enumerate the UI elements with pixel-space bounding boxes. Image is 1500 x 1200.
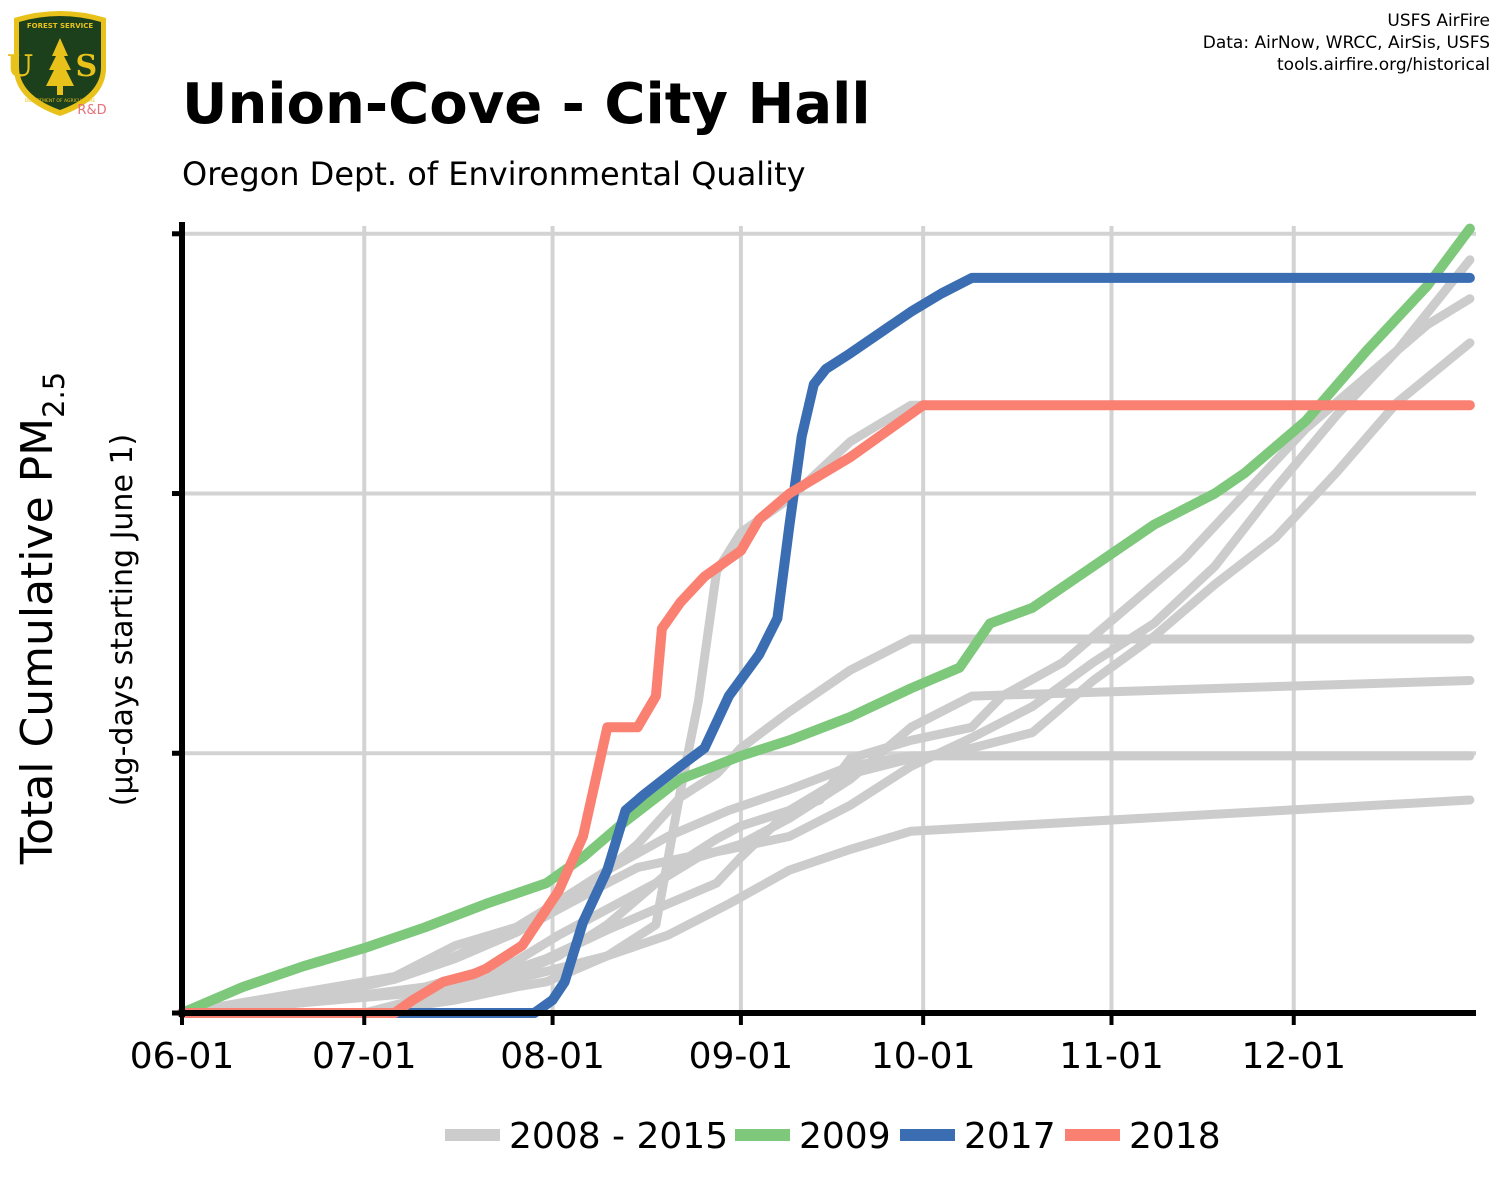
credits: USFS AirFire Data: AirNow, WRCC, AirSis,…: [1203, 10, 1490, 76]
series-line-2009: [177, 223, 1475, 1018]
legend-label: 2018: [1129, 1116, 1221, 1157]
x-tick-label: 11-01: [1059, 1036, 1164, 1077]
x-tick-label: 06-01: [130, 1036, 235, 1077]
axes: [172, 222, 1476, 1025]
y-axis-label-subscript: 2.5: [37, 372, 71, 418]
x-tick-label: 12-01: [1241, 1036, 1346, 1077]
y-axis-sublabel: (µg-days starting June 1): [105, 434, 140, 806]
series-layer: [177, 223, 1475, 1018]
series-line-2008-2015: [177, 400, 1475, 1018]
legend: 2008 - 2015 2009 2017 2018: [445, 1116, 1221, 1157]
series-line-2008-2015: [177, 255, 1475, 1018]
series-line-2008-2015: [177, 634, 1475, 1018]
tree-icon: [46, 38, 74, 86]
x-tick-label: 07-01: [312, 1036, 417, 1077]
x-tick-label: 10-01: [871, 1036, 976, 1077]
page-title: Union-Cove - City Hall: [182, 72, 871, 137]
credit-line: USFS AirFire: [1387, 11, 1490, 31]
legend-label: 2017: [964, 1116, 1056, 1157]
series-line-2008-2015: [177, 294, 1475, 1018]
series-line-2018: [177, 400, 1475, 1018]
credit-line: Data: AirNow, WRCC, AirSis, USFS: [1202, 33, 1490, 53]
logo-top-text: FOREST SERVICE: [27, 22, 94, 30]
logo-rd-tag: R&D: [77, 103, 106, 118]
x-tick-labels: 06-01 07-01 08-01 09-01 10-01 11-01 12-01: [130, 1036, 1346, 1077]
y-axis-label: Total Cumulative PM2.5: [12, 372, 71, 865]
logo-bottom-text: DEPARTMENT OF AGRICULTURE: [25, 98, 96, 104]
logo-letters: U S: [8, 49, 113, 84]
credit-line: tools.airfire.org/historical: [1277, 55, 1490, 75]
legend-label: 2008 - 2015: [509, 1116, 728, 1157]
legend-label: 2009: [799, 1116, 891, 1157]
series-line-2017: [177, 272, 1475, 1018]
x-tick-label: 09-01: [689, 1036, 794, 1077]
grid: [180, 226, 1476, 1015]
page-subtitle: Oregon Dept. of Environmental Quality: [182, 155, 806, 193]
y-axis-label-main: Total Cumulative PM: [12, 418, 63, 865]
x-tick-label: 08-01: [500, 1036, 605, 1077]
usfs-logo: FOREST SERVICE U S DEPARTMENT OF AGRICUL…: [8, 11, 113, 118]
